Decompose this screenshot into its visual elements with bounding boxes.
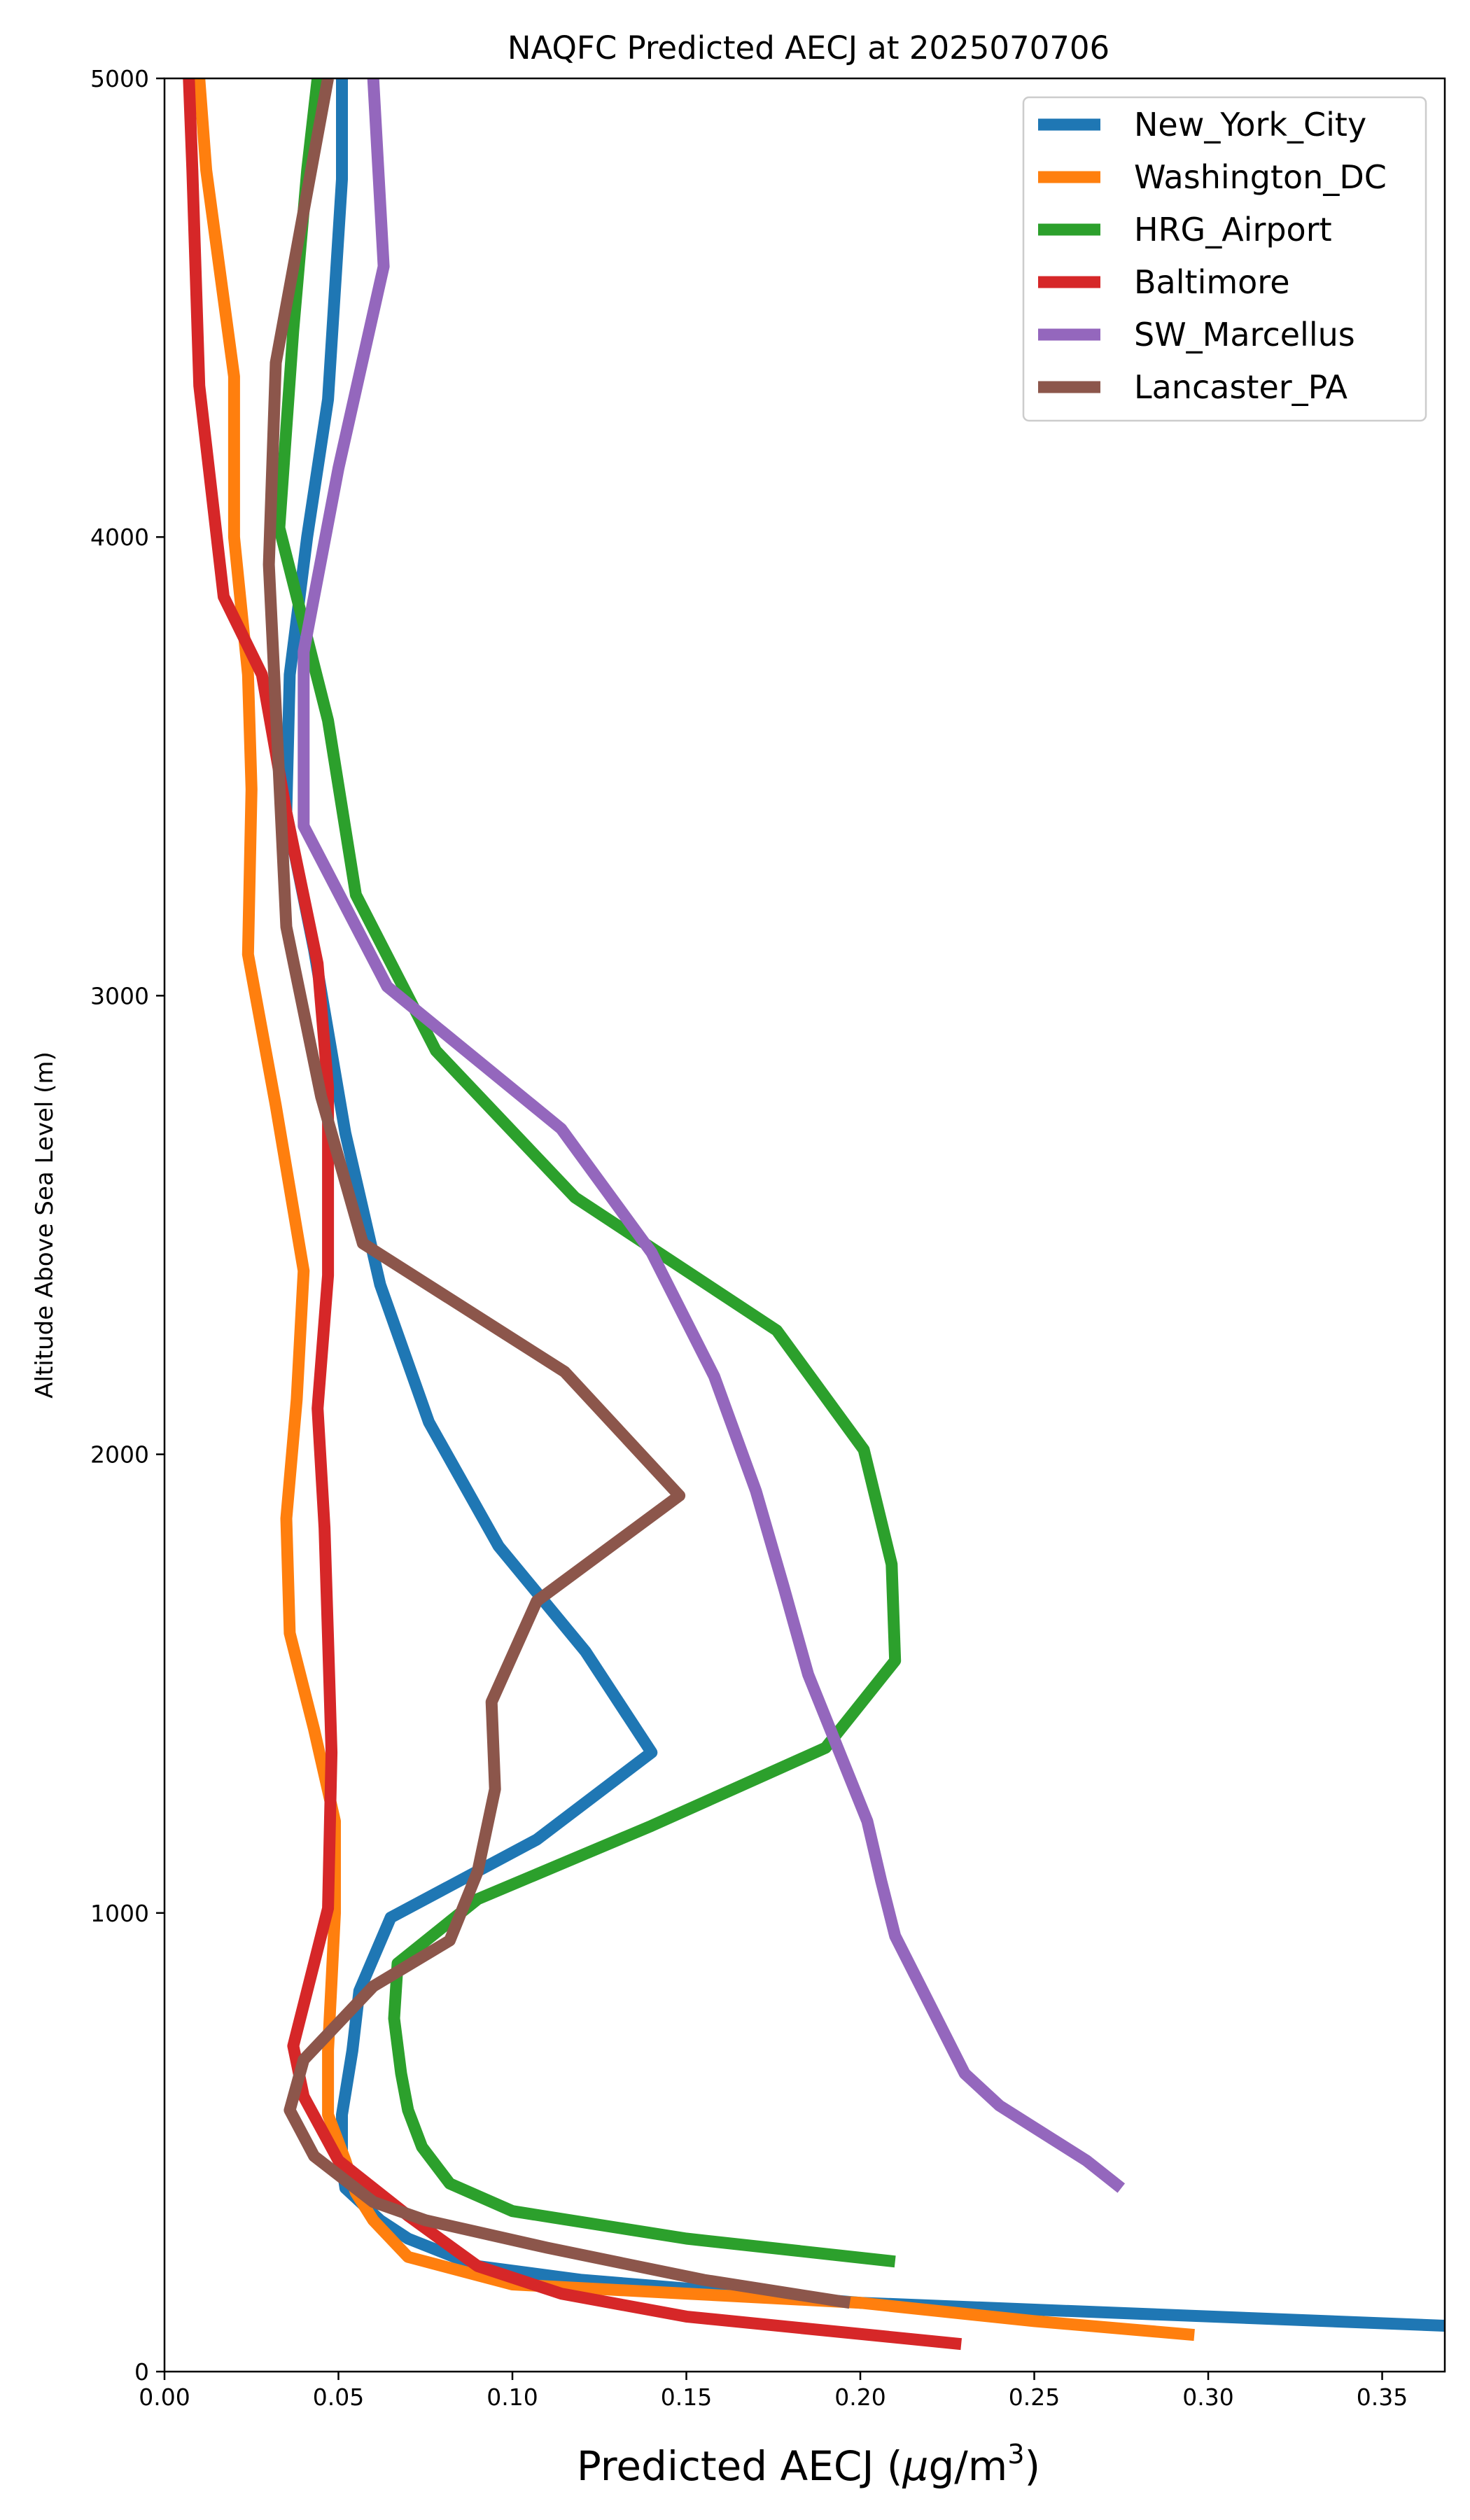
x-axis-title-main: Predicted AECJ ( xyxy=(577,2442,903,2490)
x-tick-label: 0.10 xyxy=(486,2384,538,2411)
x-axis-title: Predicted AECJ (μg/m3) xyxy=(577,2439,1040,2490)
chart-title: NAQFC Predicted AECJ at 2025070706 xyxy=(507,29,1110,66)
legend-label: New_York_City xyxy=(1134,106,1366,144)
series-line-5 xyxy=(262,78,851,2309)
y-axis: 0 1000 2000 3000 4000 5000 xyxy=(90,65,164,2386)
x-tick-label: 0.00 xyxy=(139,2384,190,2411)
y-tick-label: 2000 xyxy=(90,1441,149,1469)
x-tick-label: 0.15 xyxy=(661,2384,712,2411)
x-tick-label: 0.30 xyxy=(1182,2384,1233,2411)
y-tick-label: 4000 xyxy=(90,524,149,551)
legend-label: Baltimore xyxy=(1134,263,1290,301)
legend-label: HRG_Airport xyxy=(1134,211,1332,248)
series-line-2 xyxy=(273,78,902,2268)
series-line-3 xyxy=(183,78,962,2351)
legend-box xyxy=(1022,96,1427,422)
x-axis-title-mu: μ xyxy=(902,2442,929,2490)
x-axis-title-close: ) xyxy=(1025,2442,1041,2490)
y-tick-label: 3000 xyxy=(90,982,149,1009)
legend-label: Washington_DC xyxy=(1134,158,1387,196)
x-axis-title-unit: g/m xyxy=(928,2442,1007,2490)
x-axis-title-sup: 3 xyxy=(1007,2439,1024,2470)
x-tick-label: 0.35 xyxy=(1357,2384,1408,2411)
y-tick-label: 5000 xyxy=(90,65,149,92)
x-tick-label: 0.05 xyxy=(313,2384,364,2411)
y-tick-label: 1000 xyxy=(90,1900,149,1927)
x-tick-label: 0.20 xyxy=(834,2384,886,2411)
y-tick-label: 0 xyxy=(134,2358,149,2386)
series-line-4 xyxy=(298,78,1126,2193)
series-line-0 xyxy=(280,78,1445,2332)
x-axis: 0.00 0.05 0.10 0.15 0.20 0.25 0.30 0.35 xyxy=(139,2372,1408,2411)
plot-frame xyxy=(163,77,1446,2373)
legend: New_York_City Washington_DC HRG_Airport Bal… xyxy=(1022,96,1427,422)
y-axis-title: Altitude Above Sea Level (m) xyxy=(31,1051,59,1399)
legend-label: SW_Marcellus xyxy=(1134,316,1355,354)
x-tick-label: 0.25 xyxy=(1009,2384,1060,2411)
series-layer xyxy=(183,78,1445,2351)
legend-label: Lancaster_PA xyxy=(1134,368,1348,406)
